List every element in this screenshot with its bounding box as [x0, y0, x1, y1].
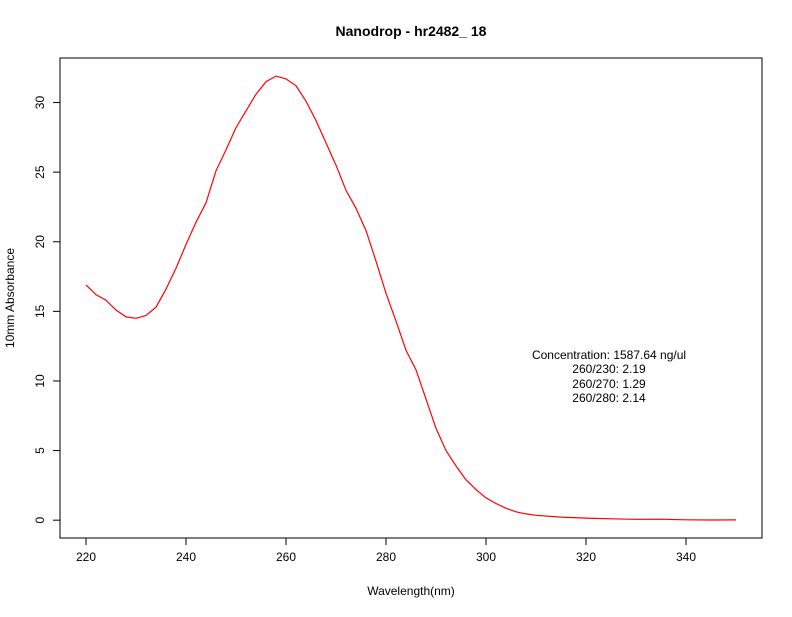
x-axis: 220 240 260 280 300 320 340	[76, 537, 696, 564]
x-tick-label: 260	[276, 550, 296, 564]
y-tick-label: 25	[33, 165, 47, 179]
x-tick-label: 340	[676, 550, 696, 564]
annotation-ratio-270: 260/270: 1.29	[572, 377, 646, 391]
x-tick-label: 320	[576, 550, 596, 564]
x-axis-label: Wavelength(nm)	[367, 584, 455, 598]
plot-frame	[59, 57, 763, 539]
y-axis-label: 10mm Absorbance	[3, 248, 17, 348]
absorbance-line	[85, 75, 737, 521]
y-tick-label: 5	[33, 447, 47, 454]
x-tick-label: 280	[376, 550, 396, 564]
annotation-concentration: Concentration: 1587.64 ng/ul	[532, 348, 686, 362]
y-tick-label: 30	[33, 96, 47, 110]
chart-title: Nanodrop - hr2482_ 18	[336, 23, 487, 39]
annotation: Concentration: 1587.64 ng/ul 260/230: 2.…	[532, 348, 686, 405]
annotation-ratio-230: 260/230: 2.19	[572, 362, 646, 376]
x-tick-label: 300	[476, 550, 496, 564]
y-tick-label: 15	[33, 304, 47, 318]
y-axis: 0 5 10 15 20 25 30	[33, 96, 61, 524]
x-tick-label: 220	[76, 550, 96, 564]
y-tick-label: 10	[33, 374, 47, 388]
y-tick-label: 20	[33, 235, 47, 249]
annotation-ratio-280: 260/280: 2.14	[572, 391, 646, 405]
x-tick-label: 240	[176, 550, 196, 564]
y-tick-label: 0	[33, 517, 47, 524]
